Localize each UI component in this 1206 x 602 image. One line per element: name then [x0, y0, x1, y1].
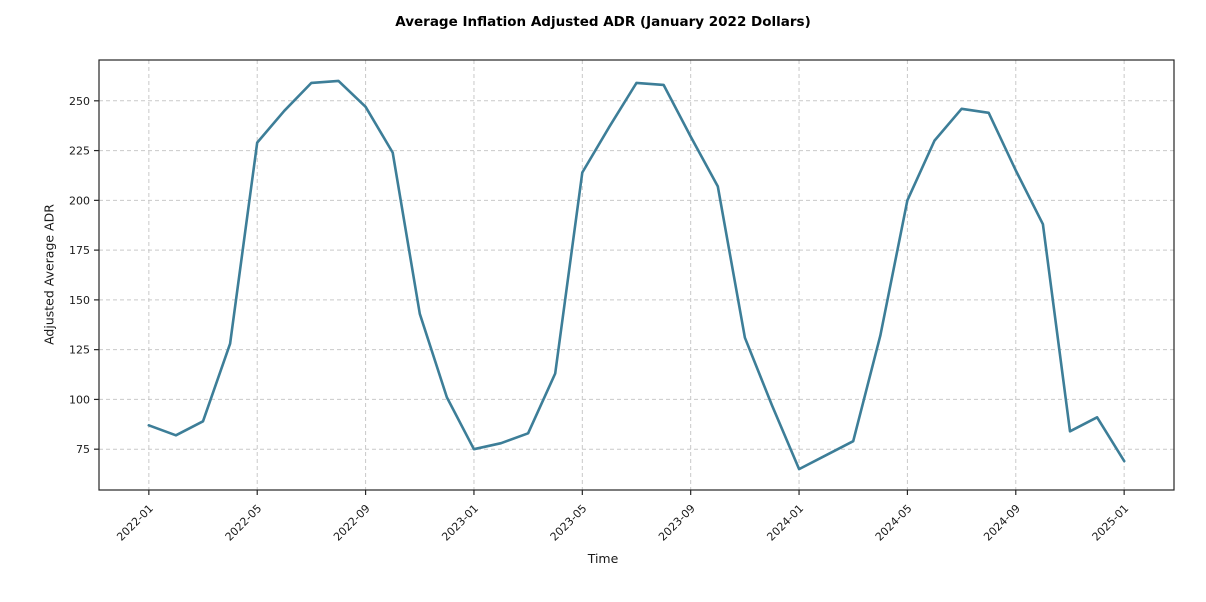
x-tick-label: 2024-01	[764, 502, 806, 544]
x-tick-label: 2025-01	[1090, 502, 1132, 544]
y-tick-label: 225	[69, 145, 90, 158]
y-tick-label: 75	[76, 443, 90, 456]
y-tick-label: 250	[69, 95, 90, 108]
x-tick-label: 2022-01	[114, 502, 156, 544]
x-tick-label: 2023-05	[548, 502, 590, 544]
y-tick-label: 200	[69, 194, 90, 207]
y-tick-label: 125	[69, 344, 90, 357]
adr-data-line	[147, 79, 1126, 471]
x-axis-label: Time	[587, 551, 619, 566]
plot-border	[98, 59, 1175, 491]
x-tick-label: 2023-01	[439, 502, 481, 544]
y-tick-label: 100	[69, 393, 90, 406]
y-tick-label: 150	[69, 294, 90, 307]
chart-title: Average Inflation Adjusted ADR (January …	[395, 14, 811, 30]
y-axis-label: Adjusted Average ADR	[41, 204, 57, 345]
y-tick-label: 175	[69, 244, 90, 257]
x-tick-label: 2022-05	[223, 502, 265, 544]
x-tick-label: 2024-09	[981, 502, 1023, 544]
x-tick-label: 2024-05	[873, 502, 915, 544]
x-tick-label: 2022-09	[331, 502, 373, 544]
x-tick-label: 2023-09	[656, 502, 698, 544]
